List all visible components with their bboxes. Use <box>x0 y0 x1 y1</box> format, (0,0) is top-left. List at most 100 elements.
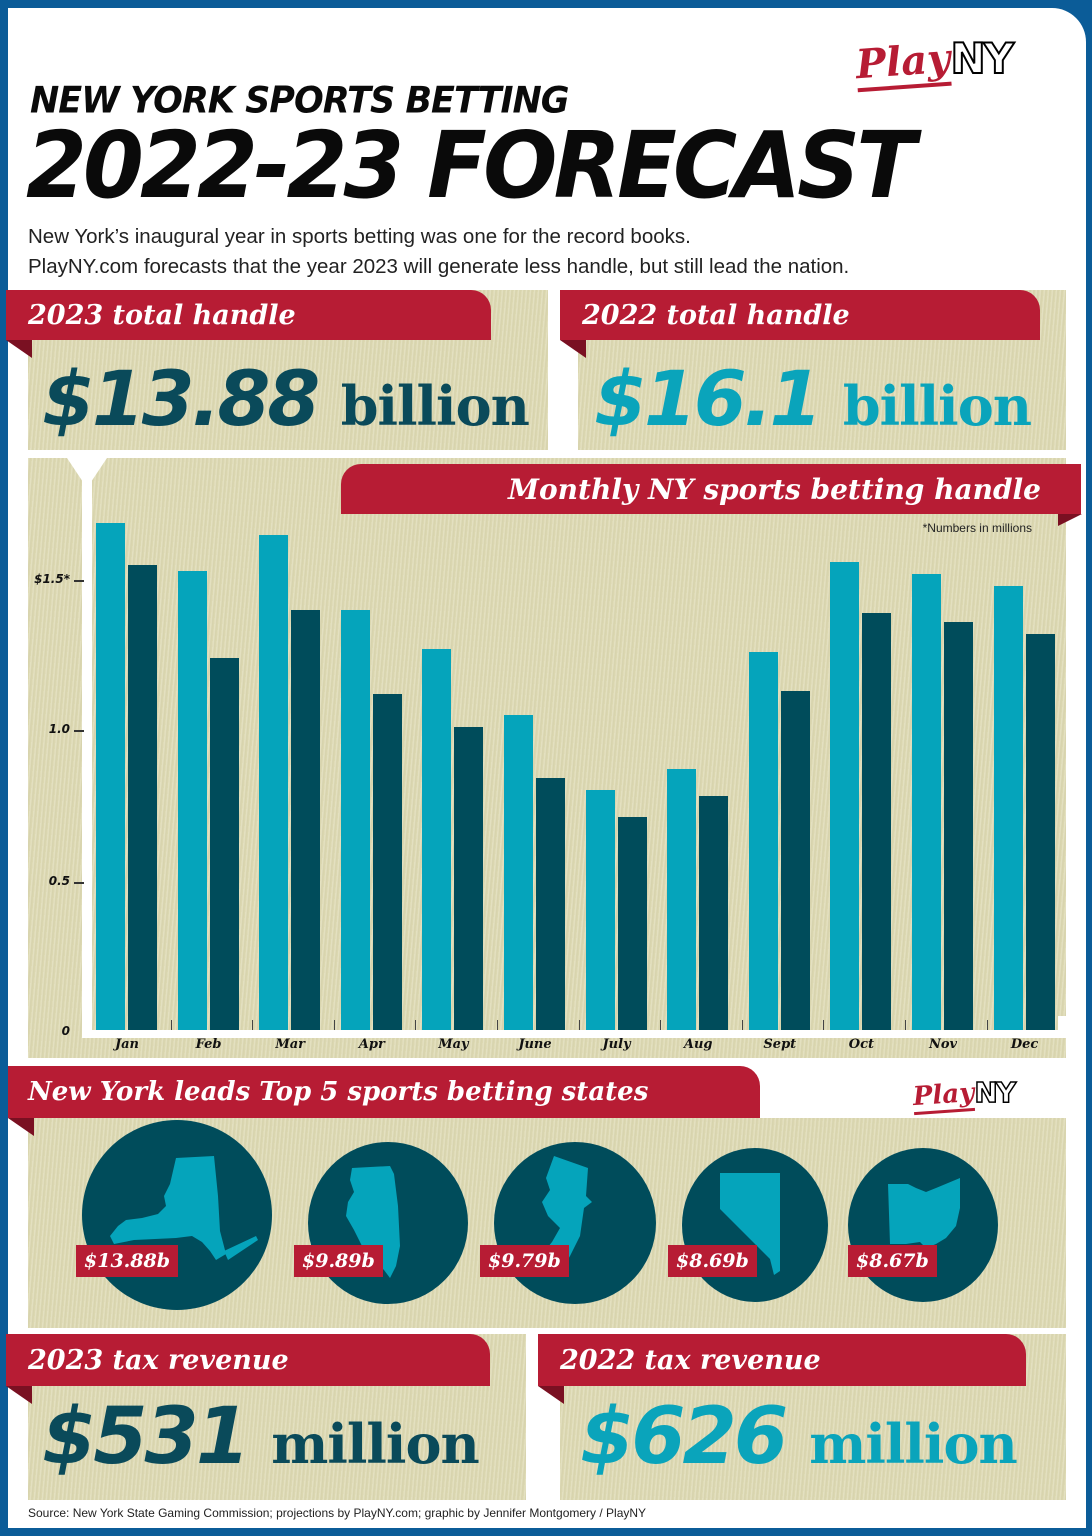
bar-mar-2023 <box>291 610 321 1030</box>
bar-july-2023 <box>617 817 647 1030</box>
x-tick-separator <box>497 1020 498 1030</box>
handle-2022-label: 2022 total handle <box>560 290 1040 340</box>
page-title: 2022-23 FORECAST <box>26 112 916 219</box>
tax-2023-value: $531 million <box>42 1392 480 1482</box>
handle-2023-label: 2023 total handle <box>6 290 491 340</box>
ribbon-fold <box>1058 514 1082 526</box>
bar-mar-2022 <box>259 535 289 1030</box>
ribbon-fold <box>8 1118 34 1136</box>
x-tick-separator <box>741 1020 743 1030</box>
tax-2023-unit: million <box>271 1412 479 1476</box>
x-tick-label: May <box>438 1037 469 1052</box>
x-tick-separator <box>170 1020 172 1030</box>
monthly-handle-chart: Monthly NY sports betting handle *Number… <box>28 458 1082 1058</box>
bar-apr-2023 <box>372 694 402 1030</box>
tax-2023-label: 2023 tax revenue <box>6 1334 490 1386</box>
y-tick-mark <box>74 882 84 884</box>
ohio-map-icon <box>888 1178 960 1248</box>
playny-logo-small: Play NY <box>911 1075 1017 1116</box>
y-tick-mark <box>74 730 84 732</box>
handle-2023-value: $13.88 billion <box>42 354 530 443</box>
handle-2023-unit: billion <box>340 374 530 438</box>
x-tick-separator <box>578 1020 580 1030</box>
logo-ny-text: NY <box>949 33 1015 84</box>
x-axis-line <box>82 1030 1066 1038</box>
state-value-nevada: $8.69b <box>668 1245 757 1277</box>
state-value-illinois: $9.89b <box>294 1245 383 1277</box>
bar-nov-2022 <box>912 574 941 1030</box>
x-tick-label: Aug <box>683 1037 713 1052</box>
tax-2022-amount: $626 <box>580 1392 788 1482</box>
bar-apr-2022 <box>340 610 370 1030</box>
bar-june-2022 <box>504 715 533 1030</box>
x-tick-separator <box>660 1020 662 1030</box>
bar-dec-2023 <box>1025 634 1055 1030</box>
bar-jan-2022 <box>96 523 125 1030</box>
y-tick-label: 0.5 <box>48 874 70 888</box>
x-tick-separator <box>415 1020 417 1030</box>
states-title: New York leads Top 5 sports betting stat… <box>8 1066 760 1118</box>
intro-line-2: PlayNY.com forecasts that the year 2023 … <box>28 255 850 278</box>
x-tick-separator <box>986 1020 988 1030</box>
x-tick-label: Mar <box>275 1037 306 1052</box>
bar-aug-2023 <box>699 796 729 1030</box>
x-tick-label: Sept <box>763 1037 797 1052</box>
bar-june-2023 <box>536 778 565 1030</box>
ribbon-fold <box>6 340 32 358</box>
tax-2022-unit: million <box>809 1412 1017 1476</box>
state-value-ohio: $8.67b <box>848 1245 937 1277</box>
x-tick-separator <box>823 1020 825 1030</box>
y-tick-label: 0 <box>61 1024 70 1038</box>
bar-feb-2022 <box>177 571 207 1030</box>
ribbon-fold <box>560 340 586 358</box>
y-tick-label: $1.5* <box>34 572 70 586</box>
bar-nov-2023 <box>944 622 973 1030</box>
intro-text: New York’s inaugural year in sports bett… <box>28 222 1028 282</box>
handle-2022-value: $16.1 billion <box>594 354 1032 443</box>
chart-title: Monthly NY sports betting handle <box>341 464 1081 514</box>
infographic-card: NEW YORK SPORTS BETTING 2022-23 FORECAST… <box>6 8 1086 1528</box>
x-tick-label: Oct <box>848 1037 875 1052</box>
intro-line-1: New York’s inaugural year in sports bett… <box>28 225 691 248</box>
playny-logo: Play NY <box>854 33 1015 93</box>
subtitle: NEW YORK SPORTS BETTING <box>30 80 570 122</box>
logo-play-text: Play <box>911 1077 976 1116</box>
illinois-map-icon <box>346 1166 400 1278</box>
bar-may-2023 <box>454 727 484 1030</box>
x-tick-separator <box>333 1020 335 1030</box>
handle-2022-amount: $16.1 <box>594 354 822 443</box>
bar-july-2022 <box>585 790 615 1030</box>
ribbon-fold <box>6 1386 32 1404</box>
y-tick-mark <box>74 580 84 582</box>
x-tick-label: Feb <box>195 1037 222 1052</box>
chart-note: *Numbers in millions <box>922 521 1032 535</box>
x-tick-label: July <box>602 1037 631 1052</box>
bar-sept-2022 <box>748 652 778 1030</box>
bar-group-container <box>92 458 1062 1030</box>
state-value-new-york: $13.88b <box>76 1245 179 1277</box>
source-credit: Source: New York State Gaming Commission… <box>28 1506 647 1520</box>
logo-play-text: Play <box>854 34 953 93</box>
handle-2022-unit: billion <box>842 374 1032 438</box>
y-axis-line <box>82 480 92 1032</box>
x-tick-label: Dec <box>1010 1037 1039 1052</box>
tax-2022-label: 2022 tax revenue <box>538 1334 1026 1386</box>
x-tick-label: Apr <box>358 1037 385 1052</box>
new-jersey-map-icon <box>542 1156 592 1270</box>
bar-aug-2022 <box>667 769 697 1030</box>
state-value-new-jersey: $9.79b <box>480 1245 569 1277</box>
handle-2023-amount: $13.88 <box>42 354 320 443</box>
tax-2022-value: $626 million <box>580 1392 1018 1482</box>
x-tick-separator <box>905 1020 906 1030</box>
ribbon-fold <box>538 1386 564 1404</box>
logo-ny-text: NY <box>974 1075 1017 1110</box>
x-tick-label: June <box>518 1037 552 1052</box>
bar-oct-2022 <box>830 562 860 1030</box>
y-tick-label: 1.0 <box>48 722 70 736</box>
x-tick-separator <box>252 1020 254 1030</box>
x-axis-end-cap <box>1058 1016 1066 1034</box>
x-tick-label: Jan <box>114 1037 140 1052</box>
bar-feb-2023 <box>209 658 239 1030</box>
bar-dec-2022 <box>993 586 1023 1030</box>
bar-sept-2023 <box>780 691 810 1030</box>
